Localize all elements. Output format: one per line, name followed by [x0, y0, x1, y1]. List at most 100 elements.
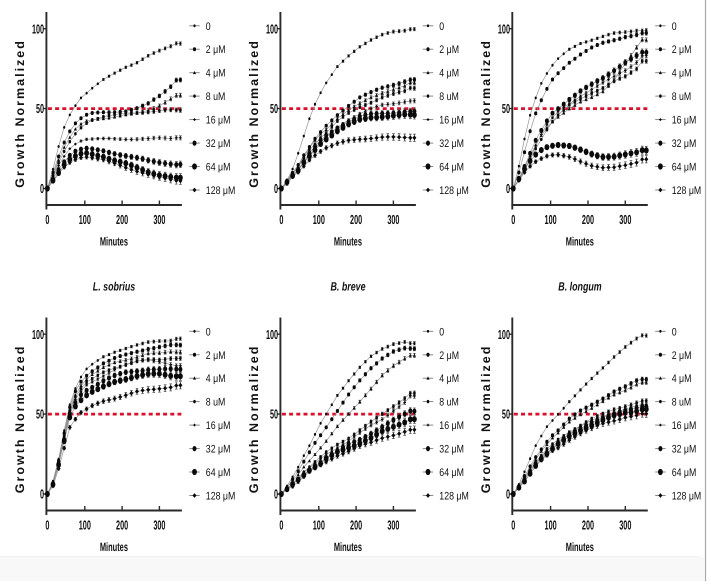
svg-text:0: 0 — [206, 326, 211, 338]
svg-text:0: 0 — [506, 487, 510, 502]
svg-text:200: 200 — [582, 212, 594, 227]
svg-text:4 μM: 4 μM — [672, 373, 692, 385]
svg-text:100: 100 — [498, 21, 510, 36]
svg-text:Minutes: Minutes — [334, 540, 362, 554]
svg-text:100: 100 — [313, 212, 325, 227]
svg-text:100: 100 — [79, 518, 91, 533]
svg-text:4 μM: 4 μM — [206, 68, 226, 80]
svg-text:300: 300 — [153, 212, 165, 227]
svg-text:16 μM: 16 μM — [672, 115, 697, 127]
svg-text:64 μM: 64 μM — [439, 162, 464, 174]
svg-text:300: 300 — [619, 212, 631, 227]
svg-text:128 μM: 128 μM — [672, 491, 702, 503]
svg-text:32 μM: 32 μM — [439, 444, 464, 456]
svg-text:50: 50 — [270, 407, 278, 422]
svg-text:8 uM: 8 uM — [206, 91, 226, 103]
svg-text:50: 50 — [502, 101, 510, 116]
svg-text:32 μM: 32 μM — [439, 138, 464, 150]
svg-text:0: 0 — [279, 518, 283, 533]
svg-text:100: 100 — [32, 21, 44, 36]
svg-text:100: 100 — [79, 212, 91, 227]
svg-text:32 μM: 32 μM — [206, 444, 231, 456]
svg-text:8 uM: 8 uM — [672, 91, 692, 103]
svg-text:128 μM: 128 μM — [206, 185, 236, 197]
svg-text:32 μM: 32 μM — [672, 138, 697, 150]
svg-text:Growth Normalized: Growth Normalized — [13, 345, 27, 494]
svg-text:4 μM: 4 μM — [206, 373, 226, 385]
svg-text:0: 0 — [40, 487, 44, 502]
svg-text:200: 200 — [582, 518, 594, 533]
svg-text:300: 300 — [619, 518, 631, 533]
svg-text:Minutes: Minutes — [566, 540, 594, 554]
svg-text:100: 100 — [32, 327, 44, 342]
svg-text:0: 0 — [45, 518, 49, 533]
svg-text:64 μM: 64 μM — [439, 467, 464, 479]
svg-text:B. longum: B. longum — [558, 280, 602, 294]
svg-text:8 uM: 8 uM — [439, 91, 459, 103]
svg-text:128 μM: 128 μM — [672, 185, 702, 197]
svg-text:0: 0 — [274, 181, 278, 196]
svg-text:0: 0 — [506, 181, 510, 196]
svg-text:300: 300 — [153, 518, 165, 533]
svg-text:Growth Normalized: Growth Normalized — [479, 345, 493, 494]
svg-text:50: 50 — [502, 407, 510, 422]
svg-text:128 μM: 128 μM — [439, 491, 469, 503]
svg-text:0: 0 — [439, 326, 444, 338]
svg-text:0: 0 — [45, 212, 49, 227]
svg-text:B. breve: B. breve — [330, 280, 365, 294]
svg-text:4 μM: 4 μM — [439, 68, 459, 80]
svg-text:100: 100 — [266, 21, 278, 36]
svg-text:8 uM: 8 uM — [672, 397, 692, 409]
svg-text:2 μM: 2 μM — [439, 350, 459, 362]
svg-text:100: 100 — [498, 327, 510, 342]
svg-text:200: 200 — [350, 212, 362, 227]
svg-text:50: 50 — [270, 101, 278, 116]
svg-text:300: 300 — [387, 518, 399, 533]
svg-text:0: 0 — [672, 326, 677, 338]
svg-text:Minutes: Minutes — [334, 235, 362, 249]
svg-text:0: 0 — [439, 21, 444, 33]
svg-text:50: 50 — [36, 101, 44, 116]
svg-text:100: 100 — [545, 518, 557, 533]
svg-text:32 μM: 32 μM — [206, 138, 231, 150]
svg-text:16 μM: 16 μM — [439, 115, 464, 127]
svg-text:0: 0 — [511, 518, 515, 533]
svg-text:Minutes: Minutes — [100, 235, 128, 249]
svg-text:0: 0 — [40, 181, 44, 196]
svg-text:128 μM: 128 μM — [439, 185, 469, 197]
svg-text:100: 100 — [266, 327, 278, 342]
svg-text:64 μM: 64 μM — [672, 162, 697, 174]
svg-text:0: 0 — [274, 487, 278, 502]
svg-text:64 μM: 64 μM — [672, 467, 697, 479]
svg-text:Growth Normalized: Growth Normalized — [247, 39, 261, 188]
svg-text:0: 0 — [206, 21, 211, 33]
svg-text:200: 200 — [116, 518, 128, 533]
svg-text:32 μM: 32 μM — [672, 444, 697, 456]
svg-text:2 μM: 2 μM — [206, 350, 226, 362]
svg-text:Growth Normalized: Growth Normalized — [479, 39, 493, 188]
svg-text:8 uM: 8 uM — [439, 397, 459, 409]
svg-text:16 μM: 16 μM — [672, 420, 697, 432]
svg-text:Minutes: Minutes — [566, 235, 594, 249]
svg-text:16 μM: 16 μM — [206, 115, 231, 127]
svg-text:2 μM: 2 μM — [672, 350, 692, 362]
svg-text:4 μM: 4 μM — [672, 68, 692, 80]
svg-text:300: 300 — [387, 212, 399, 227]
svg-text:2 μM: 2 μM — [672, 44, 692, 56]
svg-text:64 μM: 64 μM — [206, 162, 231, 174]
svg-text:100: 100 — [313, 518, 325, 533]
svg-text:L. sobrius: L. sobrius — [93, 280, 136, 294]
svg-text:Minutes: Minutes — [100, 540, 128, 554]
svg-text:128 μM: 128 μM — [206, 491, 236, 503]
svg-text:100: 100 — [545, 212, 557, 227]
svg-text:0: 0 — [672, 21, 677, 33]
svg-text:64 μM: 64 μM — [206, 467, 231, 479]
svg-text:2 μM: 2 μM — [206, 44, 226, 56]
svg-text:50: 50 — [36, 407, 44, 422]
svg-text:16 μM: 16 μM — [439, 420, 464, 432]
svg-text:0: 0 — [279, 212, 283, 227]
svg-text:Growth Normalized: Growth Normalized — [13, 39, 27, 188]
svg-text:200: 200 — [350, 518, 362, 533]
svg-text:0: 0 — [511, 212, 515, 227]
svg-text:8 uM: 8 uM — [206, 397, 226, 409]
